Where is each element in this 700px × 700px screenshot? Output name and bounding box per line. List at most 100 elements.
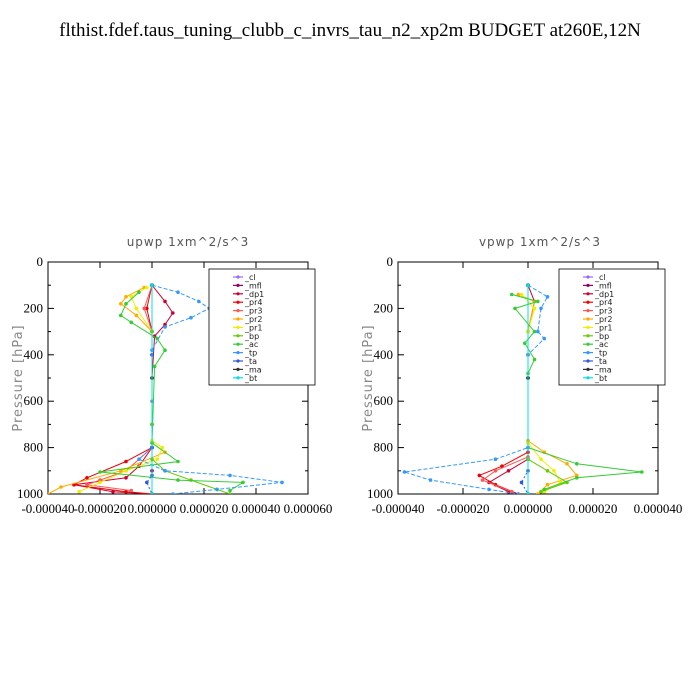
data-point	[129, 488, 133, 493]
data-point	[129, 320, 133, 325]
y-tick-label: 1000	[367, 486, 393, 501]
y-tick-label: 0	[387, 254, 394, 269]
legend-marker	[236, 275, 240, 279]
legend-label: _mfl	[594, 281, 612, 290]
legend-marker	[586, 325, 590, 329]
data-point	[134, 306, 139, 311]
legend-label: _pr2	[244, 315, 262, 324]
data-point	[526, 283, 530, 288]
legend-marker	[586, 359, 590, 363]
data-point	[160, 445, 165, 450]
legend-label: _ma	[594, 365, 612, 374]
data-point	[119, 313, 123, 318]
data-point	[510, 292, 514, 297]
legend-marker	[236, 376, 240, 380]
legend-marker	[586, 367, 590, 371]
panel-title: vpwp 1xm^2/s^3	[479, 235, 601, 249]
data-point	[542, 336, 547, 341]
legend-marker	[586, 334, 590, 338]
x-tick-label: 0.000020	[180, 501, 229, 516]
legend-label: _bt	[244, 374, 257, 383]
legend-marker	[236, 367, 240, 371]
data-point	[145, 306, 149, 311]
data-point	[539, 306, 543, 311]
figure-title: flthist.fdef.taus_tuning_clubb_c_invrs_t…	[59, 20, 641, 41]
legend-label: _mfl	[244, 281, 262, 290]
legend-marker	[586, 342, 590, 346]
data-point	[487, 487, 491, 492]
data-point	[119, 469, 123, 473]
x-tick-label: 0.000020	[569, 501, 618, 516]
y-tick-label: 400	[374, 347, 394, 362]
legend-marker	[236, 292, 240, 296]
data-point	[575, 476, 579, 480]
data-point	[402, 470, 407, 474]
y-tick-label: 800	[24, 440, 44, 455]
legend-label: _pr3	[244, 307, 262, 316]
panel-title: upwp 1xm^2/s^3	[127, 235, 250, 249]
data-point	[85, 482, 89, 487]
data-point	[124, 295, 128, 299]
legend-box	[558, 268, 666, 386]
data-point	[542, 487, 547, 492]
data-point	[539, 457, 543, 462]
legend-marker	[236, 309, 240, 313]
data-point	[137, 457, 141, 462]
data-point	[150, 492, 154, 494]
data-point	[145, 285, 149, 290]
y-axis-label: Pressure [hPa]	[11, 324, 26, 431]
legend: _cl_mfl_dp1_pr4_pr3_pr2_pr1_bp_ac_tp_ta_…	[208, 268, 316, 386]
data-point	[145, 480, 149, 485]
data-point	[477, 473, 482, 478]
legend-marker	[586, 351, 590, 355]
data-point	[228, 473, 232, 478]
legend-label: _pr4	[244, 298, 262, 307]
data-point	[163, 348, 167, 353]
data-point	[536, 299, 540, 304]
data-point	[280, 480, 284, 485]
data-point	[163, 325, 167, 329]
data-point	[493, 457, 498, 462]
legend-box	[208, 268, 316, 386]
legend-marker	[236, 283, 240, 287]
data-point	[163, 299, 167, 304]
data-point	[197, 299, 201, 304]
data-point	[516, 292, 521, 297]
legend-label: _pr1	[244, 323, 262, 332]
x-tick-label: 0.000000	[504, 501, 553, 516]
legend-label: _bt	[594, 374, 607, 383]
data-point	[539, 489, 543, 494]
legend-label: _tp	[244, 349, 257, 358]
legend-marker	[236, 300, 240, 304]
data-point	[532, 306, 537, 311]
legend-marker	[586, 317, 590, 321]
data-point	[545, 469, 550, 473]
series-line-ac	[511, 294, 642, 490]
data-point	[124, 489, 128, 494]
series-line-pr4	[478, 285, 529, 494]
legend-marker	[586, 275, 590, 279]
data-point	[111, 489, 115, 494]
legend-marker	[586, 300, 590, 304]
series-line-tp	[404, 284, 549, 494]
data-point	[516, 492, 521, 494]
y-tick-label: 800	[374, 440, 394, 455]
data-point	[171, 311, 175, 315]
data-point	[137, 290, 141, 295]
y-tick-label: 1000	[17, 486, 43, 501]
y-tick-label: 200	[24, 300, 44, 315]
legend-label: _bp	[594, 332, 609, 341]
data-point	[155, 457, 159, 462]
data-point	[176, 459, 180, 464]
legend-marker	[236, 325, 240, 329]
legend-marker	[236, 334, 240, 338]
data-point	[176, 290, 180, 295]
legend-label: _cl	[594, 273, 606, 282]
legend-label: _tp	[594, 349, 607, 358]
data-point	[124, 302, 128, 306]
data-point	[519, 292, 524, 297]
data-point	[428, 478, 433, 482]
data-point	[552, 469, 556, 473]
x-tick-label: -0.000020	[73, 501, 126, 516]
legend-marker	[586, 283, 590, 287]
